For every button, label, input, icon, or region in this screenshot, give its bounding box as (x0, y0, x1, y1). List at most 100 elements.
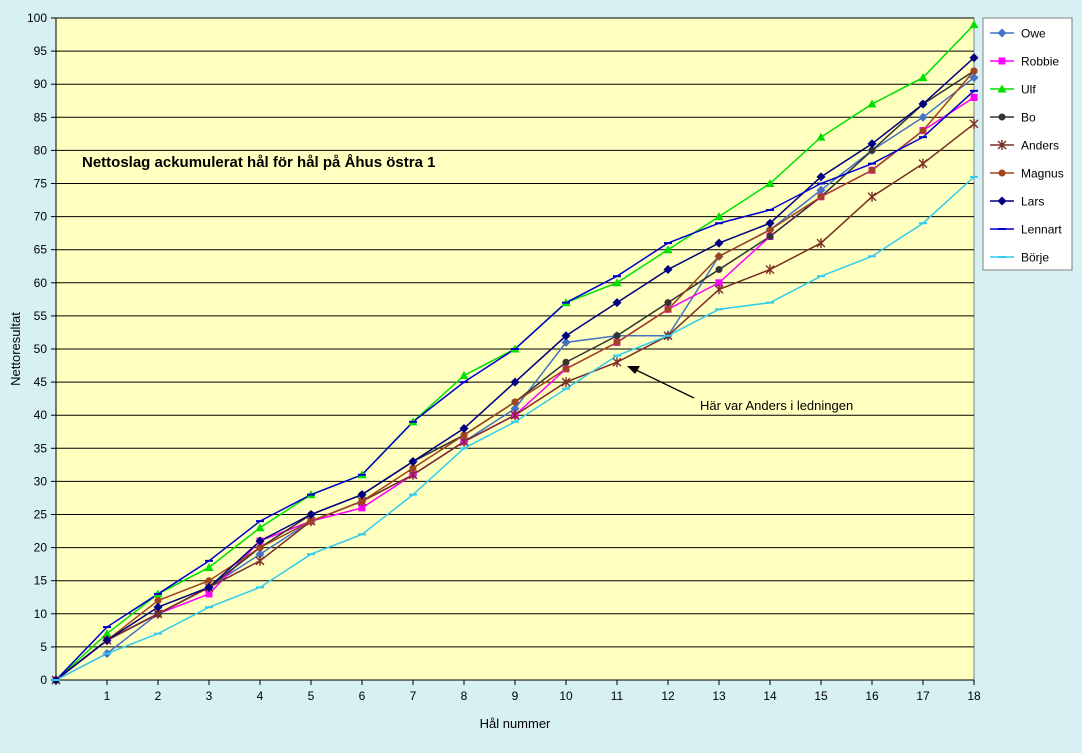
y-tick-label: 55 (34, 309, 48, 323)
data-point-bo (766, 232, 774, 240)
data-point-ulf (255, 523, 265, 532)
x-tick-label: 6 (359, 689, 366, 703)
y-tick-label: 80 (34, 143, 48, 157)
data-point-lars (867, 139, 877, 149)
x-tick-label: 5 (308, 689, 315, 703)
annotation-text: Här var Anders i ledningen (700, 398, 853, 413)
data-point-lars (714, 238, 724, 248)
data-point-magnus (562, 365, 570, 373)
legend-marker (997, 140, 1007, 150)
data-point-magnus (256, 544, 264, 552)
annotation: Här var Anders i ledningen (627, 366, 853, 413)
data-point-owe (918, 112, 928, 122)
legend-label: Ulf (1021, 83, 1036, 97)
y-tick-label: 45 (34, 375, 48, 389)
data-point-bo (613, 332, 621, 340)
data-point-magnus (307, 517, 315, 525)
annotation-arrow-head (627, 366, 640, 374)
data-point-robbie (358, 504, 366, 512)
data-point-magnus (766, 226, 774, 234)
y-tick-label: 95 (34, 44, 48, 58)
data-point-lars (918, 99, 928, 109)
y-tick-label: 15 (34, 574, 48, 588)
data-point-magnus (460, 431, 468, 439)
data-point-magnus (205, 577, 213, 585)
data-point-magnus (154, 597, 162, 605)
x-tick-label: 16 (865, 689, 879, 703)
data-point-magnus (817, 193, 825, 201)
data-point-lars (408, 457, 418, 467)
data-point-owe (561, 337, 571, 347)
data-point-bo (715, 266, 723, 274)
data-point-lars (459, 423, 469, 433)
data-point-robbie (715, 279, 723, 287)
data-point-magnus (511, 398, 519, 406)
data-point-ulf (204, 562, 214, 571)
data-point-anders (867, 191, 877, 202)
data-point-lars (663, 265, 673, 275)
legend-box (982, 17, 1073, 271)
data-point-magnus (919, 127, 927, 135)
legend: Owe Robbie Ulf Bo Anders Magnus Lars Lennart Bör… (982, 17, 1073, 271)
data-point-lars (969, 53, 979, 63)
x-tick-label: 3 (206, 689, 213, 703)
y-tick-label: 35 (34, 441, 48, 455)
data-point-robbie (970, 93, 978, 101)
x-tick-label: 9 (512, 689, 519, 703)
y-tick-label: 65 (34, 243, 48, 257)
y-tick-label: 40 (34, 408, 48, 422)
x-tick-label: 15 (814, 689, 828, 703)
legend-label: Lennart (1021, 223, 1062, 237)
data-point-magnus (664, 305, 672, 313)
data-point-owe (510, 404, 520, 414)
legend-label: Robbie (1021, 55, 1059, 69)
data-point-ulf (765, 179, 775, 187)
data-point-magnus (970, 67, 978, 75)
data-point-owe (969, 73, 979, 83)
legend-marker (997, 84, 1007, 93)
legend-marker (998, 57, 1006, 65)
x-tick-label: 8 (461, 689, 468, 703)
series-markers (51, 20, 979, 685)
data-point-lars (816, 172, 826, 182)
data-point-anders (561, 377, 571, 388)
data-point-anders (816, 238, 826, 249)
y-tick-label: 50 (34, 342, 48, 356)
x-tick-label: 7 (410, 689, 417, 703)
x-tick-label: 18 (967, 689, 981, 703)
x-tick-label: 13 (712, 689, 726, 703)
data-point-magnus (358, 497, 366, 505)
data-point-magnus (613, 338, 621, 346)
y-tick-label: 20 (34, 541, 48, 555)
x-tick-label: 14 (763, 689, 777, 703)
data-point-owe (816, 185, 826, 195)
legend-label: Lars (1021, 195, 1044, 209)
data-point-lars (510, 377, 520, 387)
x-axis-tick-labels: 1 2 3 4 5 6 7 8 9 10 11 12 13 14 15 16 17 18 (104, 689, 981, 703)
legend-label: Bo (1021, 111, 1036, 125)
data-point-bo (664, 299, 672, 307)
data-point-anders (714, 284, 724, 295)
data-point-lars (765, 218, 775, 228)
data-point-lars (102, 635, 112, 645)
data-point-ulf (816, 132, 826, 141)
y-tick-label: 0 (40, 673, 47, 687)
x-tick-label: 11 (611, 689, 624, 703)
data-point-ulf (918, 73, 928, 82)
y-tick-label: 25 (34, 508, 48, 522)
x-axis-label: Hål nummer (480, 716, 551, 731)
data-point-lars (561, 331, 571, 341)
data-point-ulf (867, 99, 877, 108)
x-tick-label: 2 (155, 689, 162, 703)
data-point-bo (562, 358, 570, 366)
y-tick-label: 30 (34, 474, 48, 488)
y-tick-label: 10 (34, 607, 48, 621)
x-tick-label: 1 (104, 689, 111, 703)
legend-label: Magnus (1021, 167, 1064, 181)
data-point-anders (918, 158, 928, 169)
data-point-lars (255, 536, 265, 546)
y-tick-label: 75 (34, 177, 48, 191)
data-point-lars (153, 602, 163, 612)
data-point-ulf (714, 212, 724, 221)
data-point-anders (969, 118, 979, 129)
